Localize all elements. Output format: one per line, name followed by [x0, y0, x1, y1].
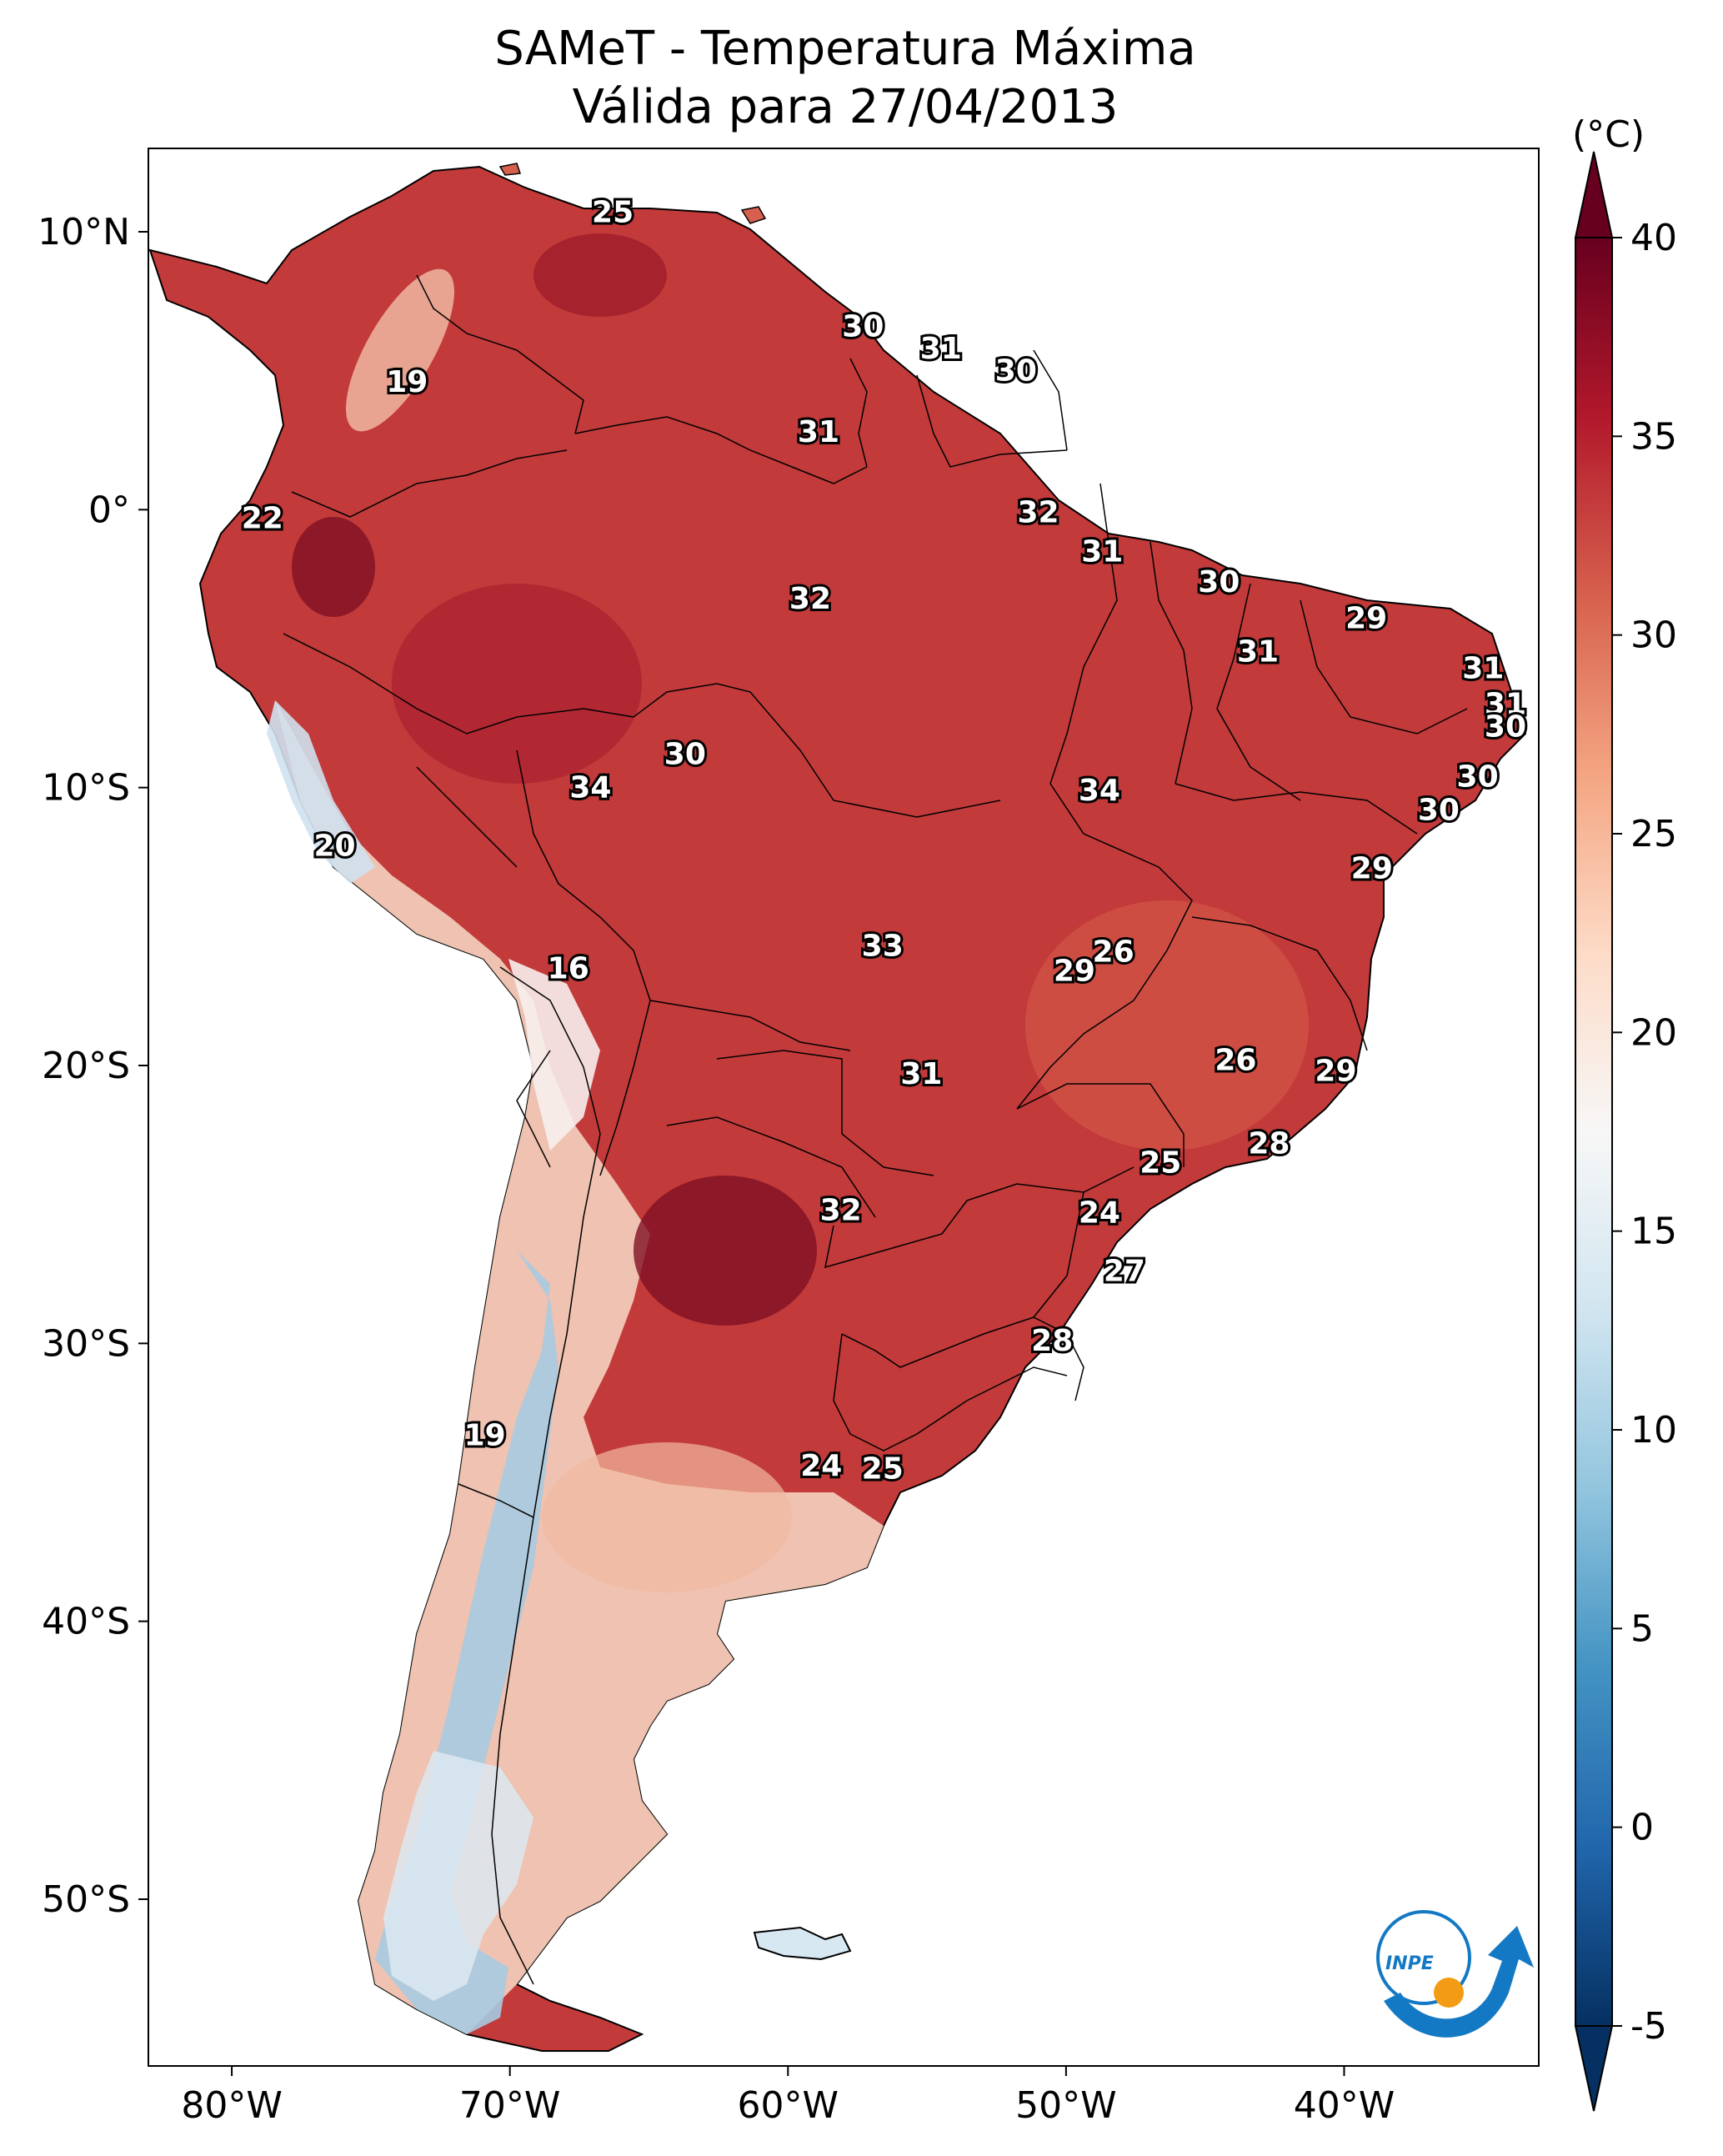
contour-label: 19: [386, 365, 428, 399]
contour-label: 30: [842, 309, 884, 343]
map-title: SAMeT - Temperatura Máxima: [494, 22, 1196, 76]
contour-label: 31: [1485, 688, 1526, 722]
contour-label: 25: [1139, 1146, 1181, 1181]
logo-sun: [1434, 1978, 1464, 2008]
venezuela-hot-core: [533, 233, 667, 317]
contour-label: 32: [1017, 496, 1059, 530]
contour-label: 29: [1345, 601, 1387, 635]
contour-label: 32: [820, 1193, 862, 1227]
lat-tick-label: 30°S: [42, 1322, 130, 1365]
colorbar-tick-label: 30: [1630, 614, 1677, 657]
country-borders: [283, 274, 1468, 1985]
contour-label: 31: [1462, 651, 1504, 685]
colorbar-min-extend: [1574, 2025, 1614, 2112]
colorbar-tick-label: -5: [1630, 2005, 1667, 2048]
contour-label: 32: [789, 582, 831, 616]
contour-label: 31: [1081, 534, 1123, 569]
colorbar-max-extend: [1574, 151, 1614, 238]
logo-orbit-ring: [1376, 1910, 1471, 2005]
lat-tick-label: 0°: [88, 489, 130, 531]
lat-tick-label: 10°S: [42, 767, 130, 810]
contour-label: 30: [1418, 793, 1460, 827]
peru-cold-zone: [267, 700, 375, 884]
lat-tick-label: 40°S: [42, 1601, 130, 1643]
contour-label: 30: [664, 738, 706, 772]
logo-text: INPE: [1385, 1953, 1434, 1974]
lat-tick-label: 50°S: [42, 1878, 130, 1921]
contour-label: 24: [800, 1449, 842, 1483]
lon-tick-label: 80°W: [181, 2084, 283, 2127]
contour-label: 27: [1104, 1255, 1145, 1289]
lon-tick-label: 50°W: [1015, 2084, 1117, 2127]
contour-label: 26: [1093, 935, 1134, 969]
map-subtitle: Válida para 27/04/2013: [572, 80, 1119, 134]
contour-label: 29: [1351, 851, 1393, 885]
colorbar-unit: (°C): [1572, 113, 1645, 156]
lon-tick-label: 70°W: [459, 2084, 561, 2127]
colorbar-tick-label: 10: [1630, 1409, 1677, 1452]
contour-label: 19: [464, 1418, 506, 1452]
pampas-warm-zone: [542, 1442, 792, 1592]
colorbar-body: [1575, 237, 1613, 2027]
lon-tick-label: 40°W: [1294, 2084, 1395, 2127]
andes-north-cool: [346, 268, 454, 432]
contour-label: 30: [1198, 565, 1240, 599]
axis-ticks: 80°W 70°W 60°W 50°W 40°W 10°N 0° 10°S 20°S 30°S 40…: [38, 211, 1395, 2127]
colorbar-tick-label: 15: [1630, 1211, 1677, 1253]
lat-tick-label: 10°N: [38, 211, 130, 253]
caribbean-islands: [498, 163, 767, 224]
contour-label: 28: [1031, 1324, 1073, 1358]
inpe-logo: INPE: [1376, 1910, 1534, 2038]
lat-tick-label: 20°S: [42, 1045, 130, 1087]
contour-label: 25: [592, 196, 634, 230]
south-pale-zone: [383, 1751, 533, 2001]
contour-label: 31: [798, 415, 839, 449]
contour-label: 34: [1079, 774, 1120, 808]
logo-arrow-arc: [1384, 1926, 1534, 2038]
contour-label: 33: [862, 930, 904, 964]
contour-label: 30: [995, 354, 1037, 389]
amazon-hot-zone: [392, 584, 642, 784]
contour-label: 16: [548, 951, 589, 985]
colorbar-tick-label: 40: [1630, 217, 1677, 259]
contour-label: 25: [862, 1452, 904, 1486]
map-content: [148, 163, 1527, 2052]
contour-label: 29: [1054, 955, 1095, 989]
colorbar-tick-label: 0: [1630, 1807, 1654, 1849]
lon-tick-label: 60°W: [738, 2084, 839, 2127]
contour-label: 31: [900, 1057, 942, 1091]
altiplano-cool-zone: [508, 959, 600, 1151]
ecuador-hot-core: [292, 517, 375, 617]
southeast-warm-zone: [1025, 900, 1309, 1151]
chaco-hot-core: [634, 1176, 817, 1326]
contour-label: 22: [242, 501, 283, 535]
contour-label: 26: [1215, 1043, 1256, 1077]
colorbar: (°C) 40 35 30 25 20 15 10 5 0 -5: [1572, 113, 1677, 2112]
colorbar-ticks: 40 35 30 25 20 15 10 5 0 -5: [1612, 217, 1677, 2048]
contour-label: 31: [920, 332, 962, 366]
colorbar-tick-label: 35: [1630, 415, 1677, 458]
contour-label: 30: [1485, 709, 1526, 744]
contour-label: 31: [1237, 634, 1279, 669]
colorbar-tick-label: 20: [1630, 1011, 1677, 1054]
contour-label: 28: [1248, 1126, 1290, 1161]
andes-cool-zone: [275, 700, 884, 2034]
contour-label: 30: [1457, 760, 1499, 794]
contour-label: 29: [1315, 1055, 1356, 1089]
colorbar-tick-label: 5: [1630, 1607, 1654, 1650]
contour-label: 24: [1079, 1196, 1120, 1231]
colorbar-tick-label: 25: [1630, 813, 1677, 855]
contour-label: 34: [569, 771, 611, 805]
falklands-island: [753, 1926, 852, 1961]
contour-label: 20: [313, 830, 355, 864]
